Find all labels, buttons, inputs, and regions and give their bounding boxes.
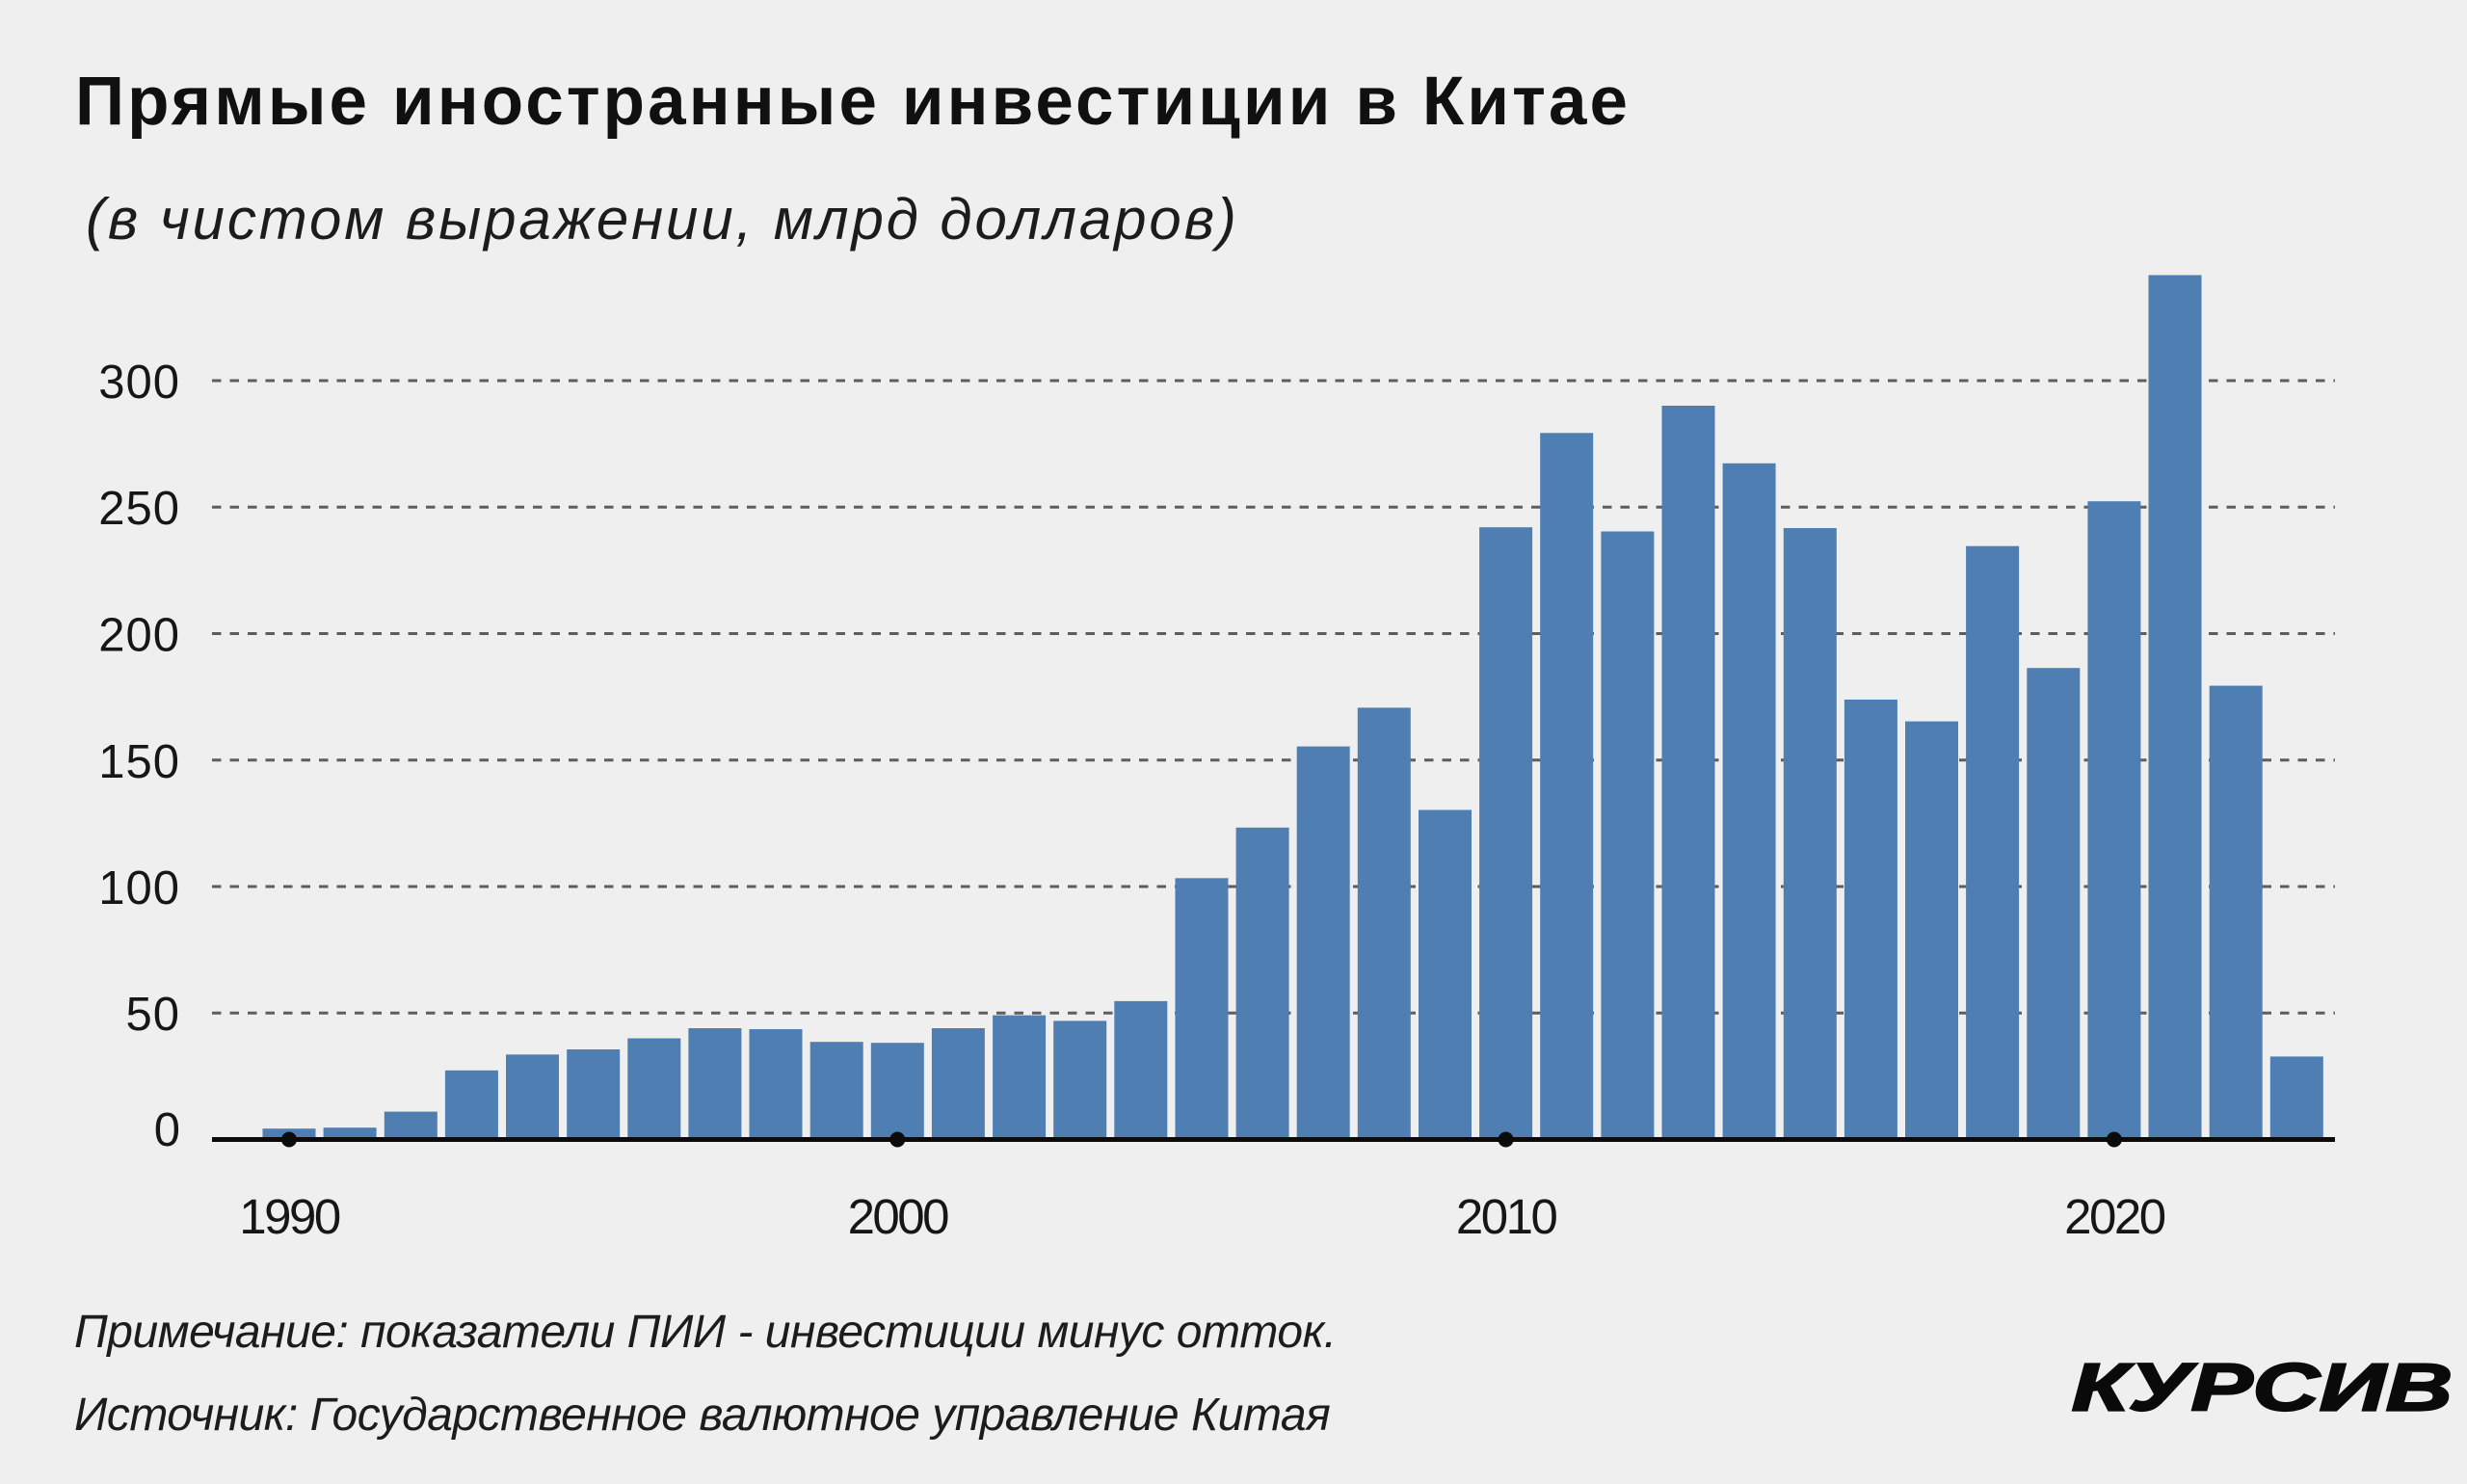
- svg-text:Прямые иностранные инвестиции: Прямые иностранные инвестиции в Китае: [75, 64, 1631, 140]
- svg-text:2010: 2010: [1456, 1189, 1557, 1244]
- svg-text:100: 100: [98, 862, 180, 914]
- svg-text:0: 0: [154, 1104, 180, 1156]
- svg-text:(в чистом выражении, млрд долл: (в чистом выражении, млрд долларов): [86, 187, 1239, 252]
- svg-text:КУРСИВ: КУРСИВ: [2072, 1349, 2453, 1424]
- svg-text:2000: 2000: [848, 1189, 949, 1244]
- svg-text:1990: 1990: [239, 1189, 340, 1244]
- svg-text:250: 250: [98, 483, 180, 535]
- svg-text:Примечание: показатели ПИИ - и: Примечание: показатели ПИИ - инвестиции …: [74, 1307, 1337, 1358]
- svg-text:300: 300: [98, 357, 180, 409]
- svg-text:Источник: Государственное валю: Источник: Государственное валютное управ…: [74, 1390, 1330, 1441]
- svg-text:150: 150: [98, 736, 180, 788]
- svg-text:200: 200: [98, 610, 180, 662]
- svg-text:50: 50: [125, 989, 180, 1041]
- svg-text:2020: 2020: [2064, 1189, 2165, 1244]
